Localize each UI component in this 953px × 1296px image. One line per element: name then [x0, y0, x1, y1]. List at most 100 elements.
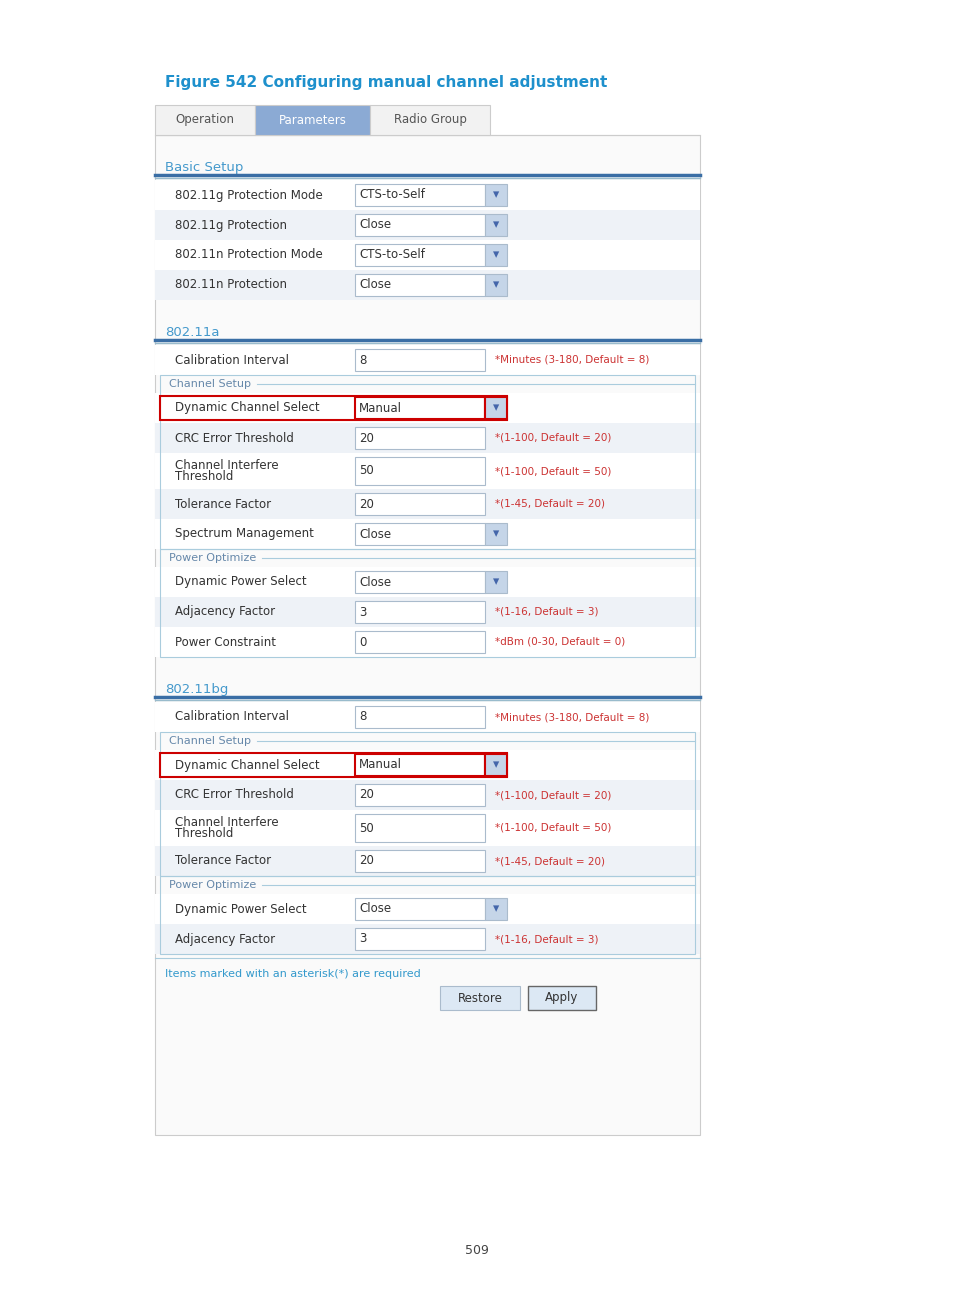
Text: Adjacency Factor: Adjacency Factor: [174, 933, 274, 946]
Text: 802.11g Protection Mode: 802.11g Protection Mode: [174, 188, 322, 201]
Text: 802.11n Protection Mode: 802.11n Protection Mode: [174, 249, 322, 262]
FancyBboxPatch shape: [484, 184, 506, 206]
FancyBboxPatch shape: [154, 894, 700, 924]
Text: Threshold: Threshold: [174, 470, 233, 483]
Text: 8: 8: [358, 354, 366, 367]
Text: ▾: ▾: [493, 279, 498, 292]
FancyBboxPatch shape: [154, 924, 700, 954]
Text: *(1-100, Default = 50): *(1-100, Default = 50): [495, 823, 611, 833]
FancyBboxPatch shape: [484, 524, 506, 546]
Text: Close: Close: [358, 527, 391, 540]
Text: Close: Close: [358, 219, 391, 232]
FancyBboxPatch shape: [484, 244, 506, 266]
FancyBboxPatch shape: [154, 210, 700, 240]
FancyBboxPatch shape: [484, 397, 506, 419]
Text: Dynamic Channel Select: Dynamic Channel Select: [174, 402, 319, 415]
Text: Close: Close: [358, 575, 391, 588]
FancyBboxPatch shape: [355, 850, 484, 872]
Text: Dynamic Power Select: Dynamic Power Select: [174, 902, 306, 915]
FancyBboxPatch shape: [355, 784, 484, 806]
Text: Adjacency Factor: Adjacency Factor: [174, 605, 274, 618]
FancyBboxPatch shape: [154, 135, 700, 1135]
FancyBboxPatch shape: [154, 180, 700, 210]
Text: *(1-45, Default = 20): *(1-45, Default = 20): [495, 499, 604, 509]
Text: 509: 509: [464, 1243, 489, 1257]
FancyBboxPatch shape: [355, 524, 484, 546]
Text: 50: 50: [358, 822, 374, 835]
Text: Power Optimize: Power Optimize: [169, 553, 256, 562]
FancyBboxPatch shape: [355, 244, 484, 266]
FancyBboxPatch shape: [355, 457, 484, 485]
Text: 20: 20: [358, 498, 374, 511]
Text: CRC Error Threshold: CRC Error Threshold: [174, 432, 294, 445]
FancyBboxPatch shape: [484, 214, 506, 236]
FancyBboxPatch shape: [154, 750, 700, 780]
Text: ▾: ▾: [493, 188, 498, 201]
FancyBboxPatch shape: [154, 702, 700, 732]
FancyBboxPatch shape: [484, 572, 506, 594]
FancyBboxPatch shape: [484, 898, 506, 920]
Text: Channel Setup: Channel Setup: [169, 736, 251, 746]
FancyBboxPatch shape: [154, 489, 700, 518]
FancyBboxPatch shape: [154, 454, 700, 489]
Text: CRC Error Threshold: CRC Error Threshold: [174, 788, 294, 801]
Text: Power Optimize: Power Optimize: [169, 880, 256, 890]
FancyBboxPatch shape: [154, 422, 700, 454]
FancyBboxPatch shape: [527, 986, 596, 1010]
FancyBboxPatch shape: [154, 627, 700, 657]
Text: CTS-to-Self: CTS-to-Self: [358, 188, 424, 201]
Text: *Minutes (3-180, Default = 8): *Minutes (3-180, Default = 8): [495, 355, 649, 365]
Text: CTS-to-Self: CTS-to-Self: [358, 249, 424, 262]
Text: Parameters: Parameters: [278, 114, 346, 127]
Text: Dynamic Channel Select: Dynamic Channel Select: [174, 758, 319, 771]
Text: 3: 3: [358, 933, 366, 946]
Text: ▾: ▾: [493, 219, 498, 232]
FancyBboxPatch shape: [355, 898, 484, 920]
FancyBboxPatch shape: [439, 986, 519, 1010]
Text: Basic Setup: Basic Setup: [165, 161, 243, 174]
Text: Close: Close: [358, 902, 391, 915]
FancyBboxPatch shape: [154, 518, 700, 550]
Text: *(1-100, Default = 20): *(1-100, Default = 20): [495, 433, 611, 443]
FancyBboxPatch shape: [154, 240, 700, 270]
FancyBboxPatch shape: [154, 597, 700, 627]
Text: ▾: ▾: [493, 902, 498, 915]
Text: 3: 3: [358, 605, 366, 618]
FancyBboxPatch shape: [484, 273, 506, 295]
FancyBboxPatch shape: [355, 572, 484, 594]
Text: Calibration Interval: Calibration Interval: [174, 354, 289, 367]
FancyBboxPatch shape: [154, 780, 700, 810]
Text: ▾: ▾: [493, 402, 498, 415]
Text: Restore: Restore: [457, 991, 502, 1004]
FancyBboxPatch shape: [154, 810, 700, 846]
FancyBboxPatch shape: [355, 631, 484, 653]
Text: 50: 50: [358, 464, 374, 477]
Text: ▾: ▾: [493, 575, 498, 588]
Text: 802.11g Protection: 802.11g Protection: [174, 219, 287, 232]
FancyBboxPatch shape: [154, 393, 700, 422]
FancyBboxPatch shape: [355, 706, 484, 728]
Text: Manual: Manual: [358, 402, 401, 415]
Text: *dBm (0-30, Default = 0): *dBm (0-30, Default = 0): [495, 638, 624, 647]
FancyBboxPatch shape: [355, 273, 484, 295]
Text: Channel Interfere: Channel Interfere: [174, 816, 278, 829]
FancyBboxPatch shape: [154, 105, 254, 135]
FancyBboxPatch shape: [154, 568, 700, 597]
FancyBboxPatch shape: [355, 214, 484, 236]
Text: Operation: Operation: [175, 114, 234, 127]
FancyBboxPatch shape: [370, 105, 490, 135]
Text: ▾: ▾: [493, 249, 498, 262]
FancyBboxPatch shape: [154, 270, 700, 299]
Text: ▾: ▾: [493, 758, 498, 771]
FancyBboxPatch shape: [355, 814, 484, 842]
Text: *(1-16, Default = 3): *(1-16, Default = 3): [495, 607, 598, 617]
Text: Figure 542 Configuring manual channel adjustment: Figure 542 Configuring manual channel ad…: [165, 75, 607, 91]
Text: *(1-100, Default = 50): *(1-100, Default = 50): [495, 467, 611, 476]
FancyBboxPatch shape: [355, 397, 484, 419]
Text: Threshold: Threshold: [174, 827, 233, 840]
Text: *(1-45, Default = 20): *(1-45, Default = 20): [495, 855, 604, 866]
Text: Spectrum Management: Spectrum Management: [174, 527, 314, 540]
FancyBboxPatch shape: [355, 349, 484, 371]
Text: 20: 20: [358, 854, 374, 867]
Text: 20: 20: [358, 432, 374, 445]
